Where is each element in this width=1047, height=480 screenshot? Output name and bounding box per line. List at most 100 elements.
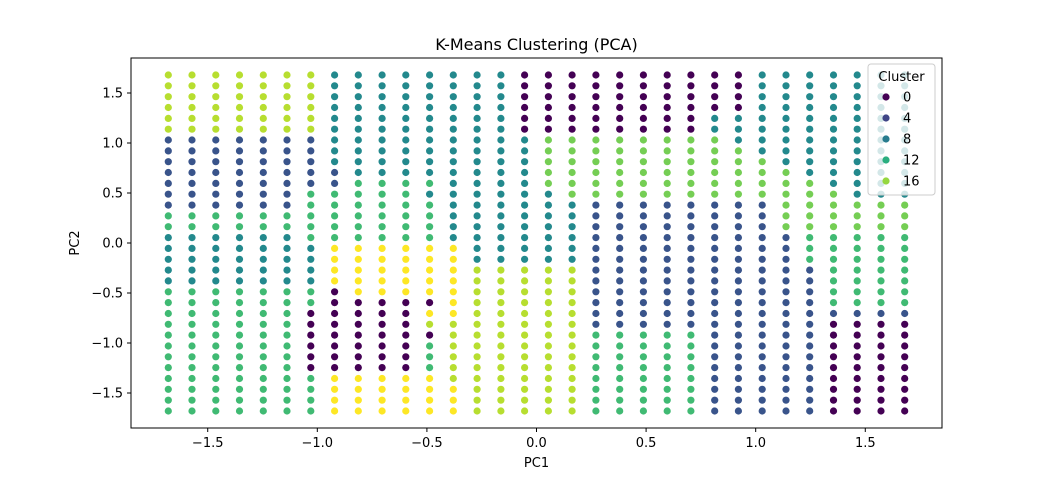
data-point	[806, 147, 814, 155]
data-point	[853, 255, 861, 263]
data-point	[212, 82, 220, 90]
data-point	[568, 125, 576, 133]
data-point	[283, 136, 291, 144]
data-point	[782, 364, 790, 372]
data-point	[283, 396, 291, 404]
data-point	[521, 244, 529, 252]
data-point	[592, 223, 600, 231]
data-point	[259, 179, 267, 187]
data-point	[782, 255, 790, 263]
data-point	[331, 396, 339, 404]
data-point	[331, 201, 339, 209]
data-point	[283, 255, 291, 263]
data-point	[711, 190, 719, 198]
data-point	[283, 82, 291, 90]
data-point	[592, 125, 600, 133]
data-point	[331, 71, 339, 79]
data-point	[734, 342, 743, 350]
data-point	[402, 168, 410, 177]
data-point	[734, 125, 743, 133]
data-point	[639, 342, 648, 350]
data-point	[711, 309, 719, 318]
data-point	[544, 190, 553, 198]
data-point	[758, 114, 766, 122]
data-point	[473, 103, 481, 112]
data-point	[758, 136, 766, 144]
data-point	[212, 114, 220, 122]
data-point	[426, 179, 434, 187]
data-point	[378, 158, 386, 166]
data-point	[568, 103, 576, 112]
data-point	[402, 103, 410, 112]
data-point	[473, 288, 481, 296]
data-point	[806, 309, 814, 318]
data-point	[544, 114, 553, 122]
data-point	[734, 82, 743, 90]
data-point	[877, 244, 885, 252]
data-point	[235, 212, 244, 220]
data-point	[758, 288, 766, 296]
data-point	[639, 82, 648, 90]
data-point	[307, 158, 315, 166]
data-point	[758, 212, 766, 220]
data-point	[449, 223, 457, 231]
data-point	[829, 331, 838, 339]
data-point	[212, 364, 220, 372]
data-point	[568, 114, 576, 122]
data-point	[449, 125, 457, 133]
data-point	[829, 277, 838, 285]
data-point	[235, 244, 244, 252]
data-point	[212, 288, 220, 296]
data-point	[853, 201, 861, 209]
data-point	[402, 342, 410, 350]
data-point	[331, 190, 339, 198]
data-point	[758, 342, 766, 350]
data-point	[877, 288, 885, 296]
data-point	[687, 255, 695, 263]
y-axis-label: PC2	[68, 230, 83, 255]
data-point	[283, 190, 291, 198]
data-point	[497, 396, 505, 404]
data-point	[782, 374, 790, 383]
data-point	[331, 255, 339, 263]
data-point	[212, 277, 220, 285]
data-point	[283, 234, 291, 242]
data-point	[877, 320, 885, 328]
data-point	[259, 212, 267, 220]
data-point	[687, 364, 695, 372]
data-point	[188, 136, 196, 144]
data-point	[378, 374, 386, 383]
data-point	[616, 277, 624, 285]
data-point	[734, 71, 743, 79]
data-point	[164, 71, 172, 79]
data-point	[711, 158, 719, 166]
data-point	[663, 168, 671, 177]
data-point	[307, 396, 315, 404]
data-point	[212, 353, 220, 361]
data-point	[378, 396, 386, 404]
data-point	[449, 385, 457, 393]
data-point	[592, 147, 600, 155]
data-point	[782, 266, 790, 274]
data-point	[164, 244, 172, 252]
data-point	[497, 353, 505, 361]
data-point	[259, 385, 267, 393]
data-point	[164, 234, 172, 242]
data-point	[568, 364, 576, 372]
data-point	[354, 244, 362, 252]
data-point	[212, 299, 220, 307]
data-point	[378, 136, 386, 144]
data-point	[663, 277, 671, 285]
data-point	[782, 277, 790, 285]
data-point	[616, 125, 624, 133]
data-point	[568, 234, 576, 242]
data-point	[259, 374, 267, 383]
data-point	[568, 407, 576, 415]
chart-title: K-Means Clustering (PCA)	[435, 35, 637, 54]
data-point	[188, 223, 196, 231]
data-point	[734, 320, 743, 328]
data-point	[402, 223, 410, 231]
data-point	[378, 212, 386, 220]
data-point	[378, 244, 386, 252]
